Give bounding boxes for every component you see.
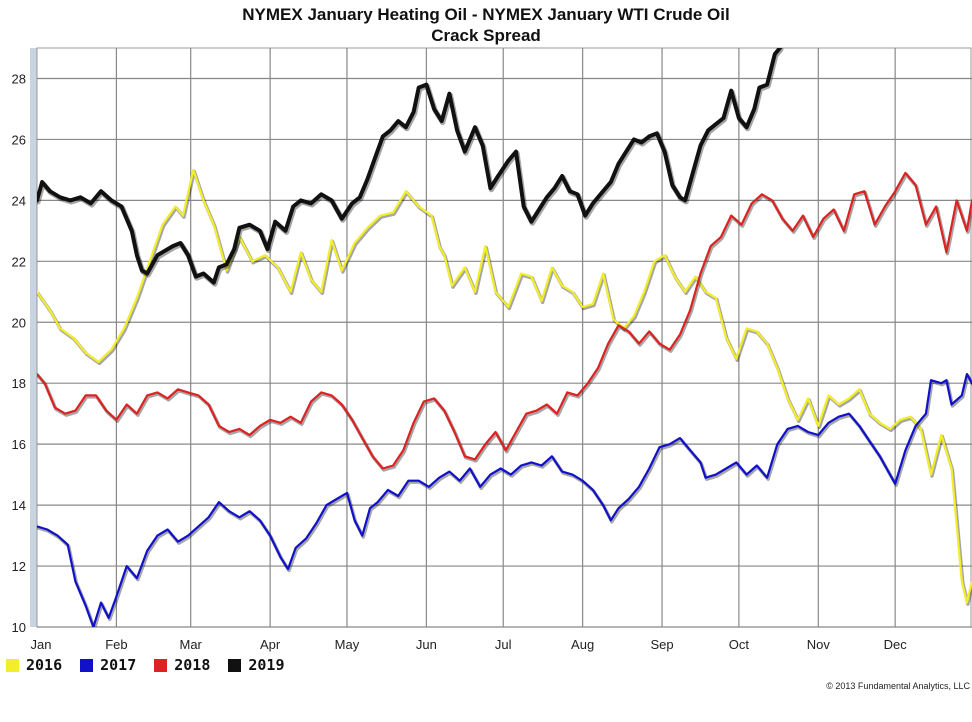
series-shadow-2016: [37, 169, 972, 606]
legend-label: 2019: [248, 656, 285, 674]
series-line-2017[interactable]: [37, 373, 972, 627]
y-axis: 10 12 14 16 18 20 22 24 26 28: [12, 71, 26, 635]
legend-label: 2018: [174, 656, 211, 674]
series-shadow-2017: [37, 373, 972, 627]
legend-swatch-2017: [80, 658, 94, 672]
chart-title: NYMEX January Heating Oil - NYMEX Januar…: [0, 4, 972, 46]
legend-item-2018[interactable]: 2018: [154, 656, 210, 674]
chart-title-line-1: NYMEX January Heating Oil - NYMEX Januar…: [242, 5, 730, 24]
copyright-text: © 2013 Fundamental Analytics, LLC: [826, 681, 970, 691]
x-tick-label-apr: Apr: [260, 637, 281, 652]
x-tick-label-jul: Jul: [495, 637, 512, 652]
x-tick-label-mar: Mar: [180, 637, 203, 652]
y-tick-label: 26: [12, 132, 26, 147]
y-tick-label: 18: [12, 376, 26, 391]
y-tick-label: 16: [12, 437, 26, 452]
x-tick-label-oct: Oct: [729, 637, 750, 652]
y-tick-label: 14: [12, 498, 26, 513]
grid-lines: [37, 48, 972, 628]
x-tick-label-feb: Feb: [105, 637, 127, 652]
y-tick-label: 22: [12, 254, 26, 269]
legend-item-2017[interactable]: 2017: [80, 656, 136, 674]
x-tick-label-aug: Aug: [571, 637, 594, 652]
legend-item-2019[interactable]: 2019: [228, 656, 285, 674]
x-axis: Jan Feb Mar Apr May Jun Jul Aug Sep Oct Nov Dec: [31, 637, 908, 652]
legend-label: 2017: [100, 656, 137, 674]
x-tick-label-sep: Sep: [650, 637, 673, 652]
y-tick-label: 10: [12, 620, 26, 635]
series-layer: [37, 48, 972, 627]
legend-swatch-2018: [154, 658, 168, 672]
y-tick-label: 12: [12, 559, 26, 574]
x-tick-label-nov: Nov: [807, 637, 831, 652]
chart-subtitle: Crack Spread: [431, 26, 541, 45]
x-tick-label-jun: Jun: [416, 637, 437, 652]
y-tick-label: 24: [12, 193, 26, 208]
x-tick-label-dec: Dec: [884, 637, 908, 652]
series-line-2019[interactable]: [37, 48, 782, 285]
y-tick-label: 20: [12, 315, 26, 330]
legend-swatch-2019: [228, 658, 242, 672]
y-axis-scrollbar[interactable]: [30, 48, 37, 627]
x-tick-label-jan: Jan: [31, 637, 52, 652]
legend-swatch-2016: [6, 658, 19, 672]
x-tick-label-may: May: [335, 637, 360, 652]
legend-item-2016[interactable]: 2016: [6, 656, 62, 674]
y-tick-label: 28: [12, 71, 26, 86]
series-shadow-2018: [37, 172, 972, 472]
legend: 2016 2017 2018 2019: [6, 656, 303, 674]
series-line-2016[interactable]: [37, 168, 972, 604]
legend-label: 2016: [26, 656, 63, 674]
series-line-2018[interactable]: [37, 171, 972, 470]
